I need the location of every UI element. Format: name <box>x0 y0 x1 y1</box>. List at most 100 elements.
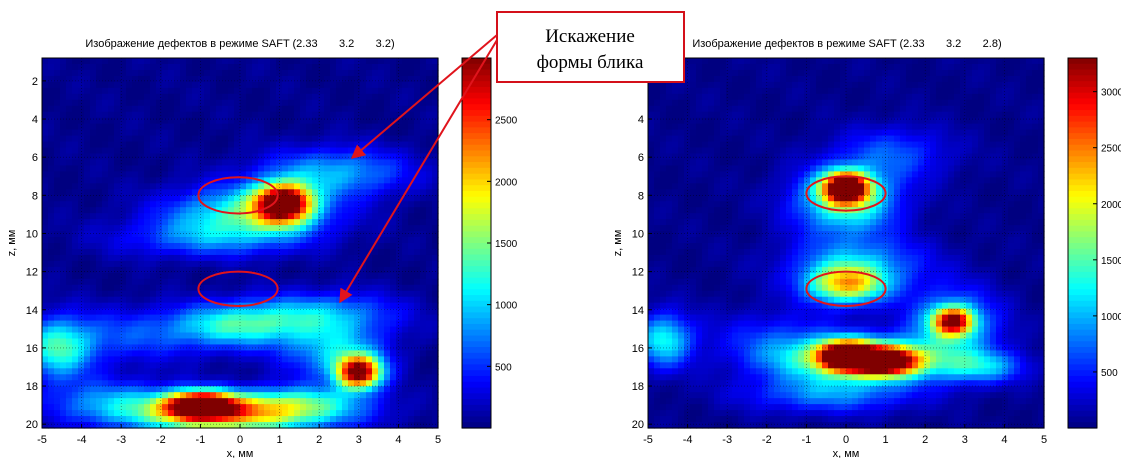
heatmap-cell <box>378 254 385 262</box>
heatmap-cell <box>114 368 121 375</box>
heatmap-cell <box>60 195 67 202</box>
heatmap-cell <box>216 63 223 71</box>
heatmap-cell <box>678 111 685 119</box>
heatmap-cell <box>234 111 241 119</box>
heatmap-cell <box>66 177 73 184</box>
heatmap-cell <box>120 195 127 202</box>
heatmap-cell <box>318 356 325 363</box>
heatmap-cell <box>282 183 289 190</box>
heatmap-cell <box>270 105 277 113</box>
heatmap-cell <box>66 195 73 202</box>
heatmap-cell <box>192 380 199 387</box>
heatmap-cell <box>198 87 205 95</box>
heatmap-cell <box>108 374 115 381</box>
heatmap-cell <box>696 302 703 310</box>
heatmap-cell <box>234 320 241 328</box>
heatmap-cell <box>366 201 373 208</box>
heatmap-cell <box>72 123 79 131</box>
heatmap-cell <box>174 69 181 77</box>
heatmap-cell <box>330 153 337 161</box>
heatmap-cell <box>156 177 163 184</box>
heatmap-cell <box>378 237 385 244</box>
heatmap-cell <box>258 93 265 101</box>
heatmap-cell <box>168 374 175 381</box>
heatmap-cell <box>144 320 151 328</box>
heatmap-cell <box>222 129 229 137</box>
heatmap-cell <box>348 69 355 77</box>
heatmap-cell <box>210 123 217 131</box>
heatmap-cell <box>372 147 379 155</box>
heatmap-cell <box>696 374 703 381</box>
heatmap-cell <box>192 404 199 411</box>
heatmap-cell <box>702 374 709 381</box>
heatmap-cell <box>282 248 289 256</box>
heatmap-cell <box>336 231 343 238</box>
heatmap-cell <box>420 266 427 274</box>
heatmap-cell <box>66 207 73 214</box>
heatmap-cell <box>354 422 361 429</box>
heatmap-cell <box>42 272 49 280</box>
heatmap-cell <box>402 272 409 280</box>
heatmap-cell <box>288 398 295 405</box>
colorbar-band <box>462 381 491 389</box>
heatmap-cell <box>372 225 379 232</box>
heatmap-cell <box>360 135 367 143</box>
heatmap-cell <box>90 278 97 286</box>
heatmap-cell <box>96 129 103 137</box>
heatmap-cell <box>684 296 691 304</box>
heatmap-cell <box>426 69 433 77</box>
heatmap-cell <box>54 171 61 178</box>
heatmap-cell <box>174 320 181 328</box>
heatmap-cell <box>72 81 79 89</box>
heatmap-cell <box>666 87 673 95</box>
heatmap-cell <box>144 147 151 155</box>
heatmap-cell <box>186 117 193 125</box>
heatmap-cell <box>234 189 241 196</box>
heatmap-cell <box>198 368 205 375</box>
heatmap-cell <box>342 195 349 202</box>
heatmap-cell <box>72 159 79 167</box>
heatmap-cell <box>384 189 391 196</box>
heatmap-cell <box>408 58 415 65</box>
heatmap-cell <box>300 129 307 137</box>
heatmap-cell <box>672 237 679 244</box>
heatmap-cell <box>690 368 697 375</box>
heatmap-cell <box>144 404 151 411</box>
heatmap-cell <box>420 284 427 292</box>
heatmap-cell <box>114 58 121 65</box>
heatmap-cell <box>372 69 379 77</box>
heatmap-cell <box>360 87 367 95</box>
heatmap-cell <box>168 123 175 131</box>
heatmap-cell <box>228 380 235 387</box>
heatmap-cell <box>330 159 337 167</box>
heatmap-cell <box>714 58 721 65</box>
heatmap-cell <box>84 416 91 423</box>
heatmap-cell <box>318 386 325 393</box>
heatmap-cell <box>282 296 289 304</box>
heatmap-cell <box>78 129 85 137</box>
heatmap-cell <box>708 368 715 375</box>
heatmap-cell <box>54 254 61 262</box>
heatmap-cell <box>348 260 355 268</box>
heatmap-cell <box>312 159 319 167</box>
heatmap-cell <box>306 422 313 429</box>
heatmap-cell <box>144 290 151 298</box>
heatmap-cell <box>654 362 661 369</box>
heatmap-cell <box>384 296 391 304</box>
heatmap-cell <box>96 380 103 387</box>
heatmap-cell <box>378 398 385 405</box>
heatmap-cell <box>390 219 397 226</box>
heatmap-cell <box>126 260 133 268</box>
heatmap-cell <box>222 356 229 363</box>
heatmap-cell <box>90 75 97 83</box>
heatmap-cell <box>120 332 127 340</box>
heatmap-cell <box>114 350 121 357</box>
heatmap-cell <box>84 58 91 65</box>
heatmap-cell <box>66 141 73 149</box>
heatmap-cell <box>72 99 79 107</box>
heatmap-cell <box>288 332 295 340</box>
heatmap-cell <box>654 129 661 137</box>
heatmap-cell <box>378 189 385 196</box>
heatmap-cell <box>198 266 205 274</box>
heatmap-cell <box>102 165 109 172</box>
